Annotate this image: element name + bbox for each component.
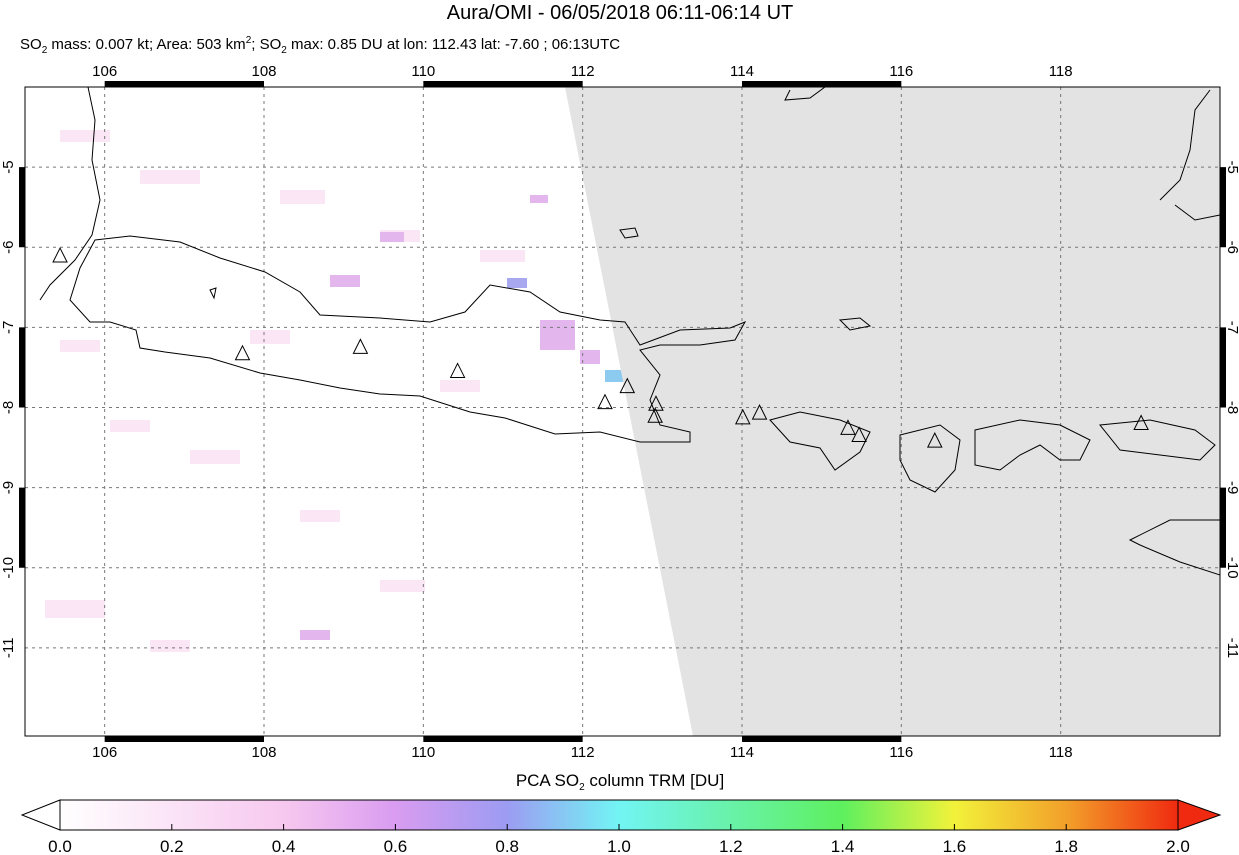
lat-tick-label: -9 — [1224, 481, 1239, 494]
lon-tick-label: 106 — [92, 63, 117, 80]
text-part: mass: 0.007 kt; Area: 503 km — [47, 36, 245, 53]
frame-bar — [19, 327, 25, 408]
colorbar-tick-label: 1.4 — [831, 837, 855, 855]
lon-tick-label: 114 — [730, 744, 754, 761]
map-area — [25, 87, 1220, 736]
volcano — [851, 426, 867, 443]
subtitle: SO2 mass: 0.007 kt; Area: 503 km2; SO2 m… — [20, 35, 620, 56]
colorbar-tick-label: 2.0 — [1166, 837, 1190, 855]
title: Aura/OMI - 06/05/2018 06:11-06:14 UT — [447, 2, 794, 24]
lon-tick-label: 106 — [92, 744, 117, 761]
map-frame — [24, 86, 1221, 737]
volcano — [52, 246, 68, 263]
frame-bar — [423, 736, 583, 742]
lat-tick-label: -6 — [0, 241, 17, 254]
lat-tick-label: -10 — [0, 557, 17, 579]
axis-labels: 106 106 108 108 110 110 112 112 114 114 116 116 118 1… — [0, 63, 1239, 761]
volcano — [734, 408, 751, 425]
lat-tick-label: -5 — [0, 160, 17, 173]
frame-bar — [1220, 327, 1226, 408]
lon-tick-label: 118 — [1049, 63, 1073, 80]
colorbar-tick-label: 0.4 — [272, 837, 296, 855]
subscript: 2 — [579, 782, 585, 793]
lat-tick-label: -7 — [0, 321, 17, 334]
volcano — [840, 419, 856, 435]
so2-pixels — [45, 130, 525, 652]
lon-tick-label: 114 — [730, 63, 754, 80]
colorbar-tick-label: 0.2 — [160, 837, 184, 855]
colorbar-tick-label: 0.6 — [384, 837, 408, 855]
text-part: ; SO — [251, 36, 281, 53]
colorbar-tick-label: 1.0 — [607, 837, 631, 855]
text-part: SO — [20, 36, 42, 53]
lon-tick-label: 112 — [571, 63, 595, 80]
text-part: max: 0.85 DU at lon: 112.43 lat: -7.60 ;… — [287, 36, 620, 53]
lon-tick-label: 116 — [889, 63, 913, 80]
graticule — [25, 87, 1220, 736]
colorbar-under — [20, 799, 61, 831]
volcano — [597, 393, 613, 410]
volcano — [647, 407, 663, 423]
lat-tick-label: -8 — [0, 401, 17, 414]
frame-bar — [104, 736, 265, 742]
colorbar-ticks: 0.0 0.2 0.4 0.6 0.8 1.0 1.2 1.4 1.6 1.8 2.0 — [48, 824, 1190, 855]
volcanoes — [52, 246, 1149, 448]
volcano — [449, 362, 466, 378]
colorbar-tick-label: 0.8 — [495, 837, 519, 855]
frame-bar — [1220, 487, 1226, 568]
frame-bar — [1220, 167, 1226, 248]
lon-tick-label: 112 — [571, 744, 595, 761]
lat-tick-label: -5 — [1224, 160, 1239, 173]
so2-pixel-max — [605, 370, 623, 382]
lat-tick-label: -7 — [1224, 321, 1239, 334]
subscript: 2 — [281, 45, 287, 56]
frame-bar — [19, 487, 25, 568]
lat-tick-label: -11 — [1224, 638, 1239, 659]
frame-bar — [19, 167, 25, 248]
coastlines — [39, 87, 1220, 576]
volcano — [751, 403, 768, 420]
volcano — [619, 377, 636, 394]
text-part: column TRM [DU] — [585, 771, 725, 790]
lon-tick-label: 110 — [411, 63, 435, 80]
subscript: 2 — [42, 45, 48, 56]
map-frame-bars — [19, 81, 1226, 742]
frame-bar — [104, 81, 265, 87]
no-data-region — [565, 87, 1220, 736]
superscript: 2 — [246, 35, 252, 46]
colorbar-tick-label: 1.8 — [1054, 837, 1078, 855]
colorbar-tick-label: 1.6 — [943, 837, 967, 855]
lon-tick-label: 108 — [251, 63, 276, 80]
lon-tick-label: 116 — [889, 744, 913, 761]
volcano — [1133, 414, 1149, 431]
frame-bar — [423, 81, 583, 87]
lat-tick-label: -6 — [1224, 241, 1239, 254]
volcano — [352, 338, 369, 354]
colorbar-tick-label: 1.2 — [719, 837, 743, 855]
lat-tick-label: -8 — [1224, 401, 1239, 414]
so2-pixel — [507, 278, 527, 288]
colorbar-over — [1177, 799, 1222, 831]
lat-tick-label: -10 — [1224, 557, 1239, 579]
frame-bar — [742, 736, 902, 742]
lat-tick-label: -11 — [0, 638, 17, 659]
frame-bar — [742, 81, 902, 87]
volcano — [926, 432, 943, 448]
text-part: PCA SO — [516, 771, 579, 790]
colorbar-label: PCA SO2 column TRM [DU] — [516, 771, 724, 793]
lon-tick-label: 118 — [1049, 744, 1073, 761]
so2-pixels-strong — [300, 195, 600, 640]
lon-tick-label: 108 — [251, 744, 276, 761]
lon-tick-label: 110 — [411, 744, 435, 761]
volcano — [234, 344, 251, 361]
lat-tick-label: -9 — [0, 481, 17, 494]
colorbar-tick-label: 0.0 — [48, 837, 72, 855]
